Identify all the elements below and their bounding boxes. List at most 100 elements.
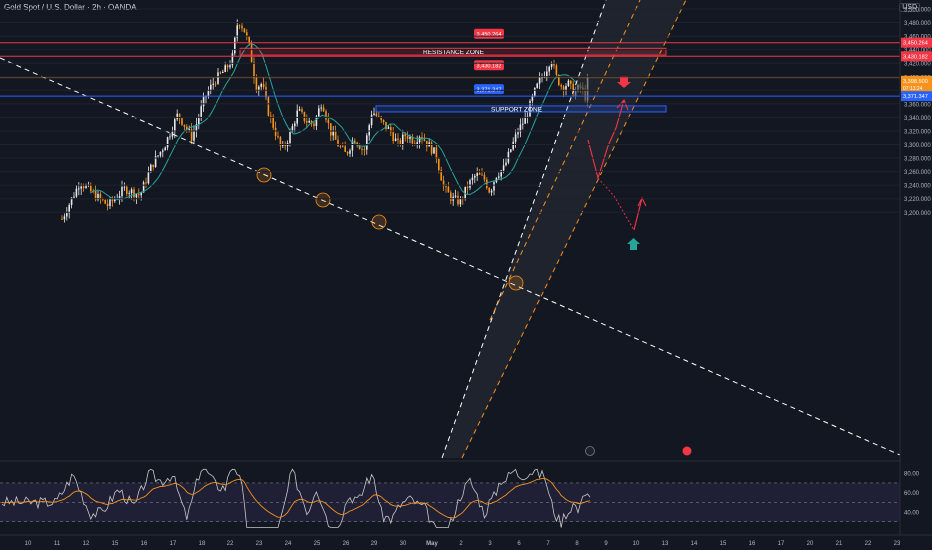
candle-body [114,199,116,202]
candle-body [510,149,512,152]
candle-body [272,116,274,128]
price-axis-badge-label: 3,450.264 [903,41,928,47]
candle-body [346,151,349,154]
price-tick-label: 3,280.000 [904,157,931,163]
candle-body [277,135,279,137]
price-tick-label: 3,420.000 [904,62,931,68]
candle-body [514,134,517,142]
candle-body [478,173,481,175]
time-tick-label: 7 [546,541,550,547]
support-zone [375,105,667,113]
candle-body [423,139,426,141]
candle-body [459,198,462,205]
candle-body [334,131,337,140]
candle-body [224,65,226,72]
candle-body [565,86,567,91]
candle-body [200,106,202,118]
candle-body [498,176,500,178]
candle-body [418,137,421,143]
candle-body [474,175,476,178]
candle-body [294,123,296,127]
candle-body [104,199,106,204]
down-arrow-marker [617,76,631,88]
candle-body [385,122,387,129]
candle-body [128,193,130,194]
candle-body [438,158,440,171]
candle-body [70,197,73,205]
candle-body [507,151,510,163]
candle-body [145,182,147,184]
candle-body [234,37,236,54]
candle-body [435,147,438,159]
price-tick-label: 3,340.000 [904,116,931,122]
candle-body [265,87,267,98]
candle-body [332,131,334,136]
candle-body [416,142,418,145]
candle-body [522,123,524,125]
candle-body [322,107,325,112]
time-tick-label: 22 [227,541,234,547]
candle-body [109,199,111,206]
candle-body [315,116,318,126]
event-icon [585,446,595,456]
candle-body [246,32,248,37]
candle-body [457,195,459,205]
candle-body [279,136,282,146]
candle-body [481,174,483,176]
candle-body [349,150,351,154]
candle-body [241,25,243,29]
candle-body [82,186,85,188]
swing-circle [508,275,524,291]
rsi-ma-line [1,477,591,519]
candle-body [502,165,505,171]
candle-body [97,194,99,200]
candle-body [303,112,306,122]
candle-body [517,132,519,135]
candle-body [378,116,380,118]
candle-body [123,186,126,188]
price-axis-badge [901,91,932,102]
candle-body [212,83,214,85]
candle-body [85,185,87,188]
candle-body [409,136,411,139]
alt-projection-arrow [637,196,647,207]
candle-body [174,119,176,132]
overlays-layer: RESISTANCE ZONE SUPPORT ZONE 3,450.264 3,43… [0,0,901,459]
price-axis-badge-label: 3,430.182 [903,54,928,60]
price-tick-label: 3,260.000 [904,170,931,176]
candle-body [306,121,308,123]
time-tick-label: 29 [371,541,378,547]
candle-body [282,145,284,147]
candle-body [188,129,190,130]
candle-body [531,95,534,101]
candle-body [262,84,265,88]
candle-body [66,213,68,217]
candle-body [78,188,80,190]
candle-body [190,129,193,141]
candle-body [325,111,327,120]
time-tick-label: 30 [400,541,407,547]
candle-body [397,138,399,141]
candle-body [493,182,495,191]
candle-body [488,188,490,193]
candle-body [433,147,435,154]
moving-average-line [89,43,587,201]
rsi-pane: 80.00 60.00 40.00 [0,460,920,528]
candle-body [236,25,238,38]
level-badge [474,84,504,95]
candle-body [270,115,272,117]
time-tick-label: 17 [778,541,785,547]
candle-body [404,134,406,137]
candle-body [354,140,356,143]
candle-body [538,77,541,84]
price-tick-label: 3,240.000 [904,184,931,190]
time-tick-label: 9 [604,541,608,547]
candle-body [546,71,548,77]
time-tick-label: 26 [343,541,350,547]
candle-body [111,199,114,202]
time-tick-label: May [426,541,438,547]
candle-body [150,164,152,173]
candle-body [183,124,186,127]
